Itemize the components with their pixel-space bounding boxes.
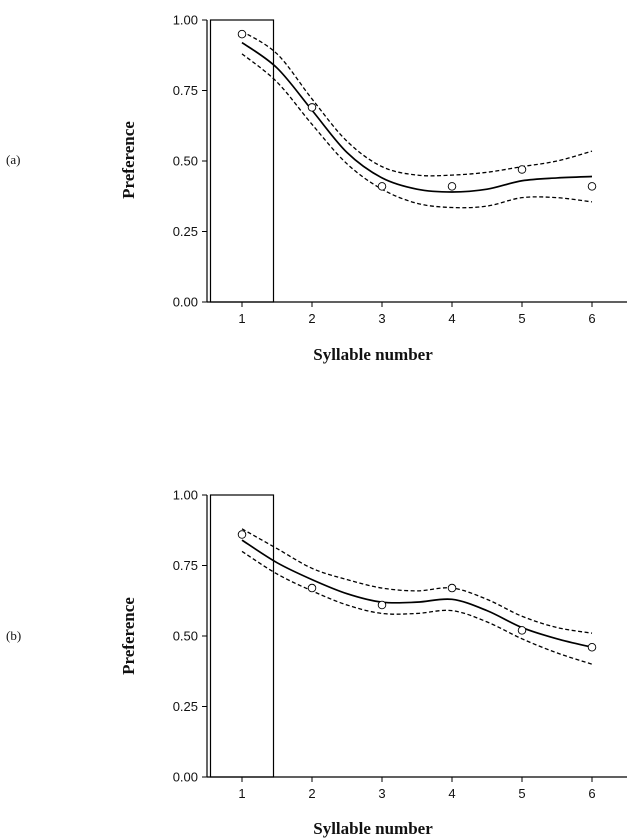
x-tick-label: 4 [448, 786, 455, 801]
data-point [237, 530, 247, 539]
x-tick-label: 6 [588, 786, 595, 801]
y-axis-title: Preference [119, 597, 138, 675]
x-tick-label: 6 [588, 311, 595, 326]
data-point [447, 583, 457, 593]
y-tick-label: 1.00 [173, 488, 198, 503]
panel-label: (b) [6, 628, 21, 643]
y-axis-title: Preference [119, 121, 138, 199]
y-tick-label: 0.50 [173, 629, 198, 644]
x-tick-label: 5 [518, 786, 525, 801]
confidence-lower-line [241, 550, 593, 665]
data-point [587, 182, 597, 191]
data-point [307, 103, 317, 112]
y-tick-label: 0.00 [173, 770, 198, 785]
highlight-bar [209, 494, 275, 778]
data-point [587, 643, 597, 652]
data-point [237, 29, 247, 39]
x-tick-label: 4 [448, 311, 455, 326]
panel-a: (a) Preference Syllable number 0.00 0.25 0… [6, 13, 627, 364]
fitted-curve-line [241, 539, 593, 649]
x-tick-label: 2 [308, 786, 315, 801]
x-axis-title: Syllable number [313, 819, 433, 838]
x-tick-label: 3 [378, 786, 385, 801]
x-axis-title: Syllable number [313, 345, 433, 364]
x-tick-label: 3 [378, 311, 385, 326]
y-tick-label: 1.00 [173, 13, 198, 28]
highlight-bar [209, 19, 275, 303]
y-tick-label: 0.50 [173, 154, 198, 169]
fitted-curve-line [241, 41, 593, 193]
x-tick-label: 2 [308, 311, 315, 326]
confidence-lower-line [241, 53, 593, 209]
x-tick-label: 1 [238, 311, 245, 326]
confidence-upper-line [241, 528, 593, 634]
data-point [517, 165, 527, 174]
data-point [517, 626, 527, 635]
data-point [307, 583, 317, 593]
x-tick-label: 5 [518, 311, 525, 326]
x-tick-label: 1 [238, 786, 245, 801]
panel-b: (b) Preference Syllable number 0.00 0.25 0… [6, 488, 627, 838]
y-tick-label: 0.75 [173, 83, 198, 98]
y-tick-label: 0.00 [173, 295, 198, 310]
y-tick-label: 0.25 [173, 224, 198, 239]
confidence-upper-line [241, 30, 593, 177]
y-tick-label: 0.25 [173, 699, 198, 714]
y-tick-label: 0.75 [173, 558, 198, 573]
data-point [377, 600, 387, 610]
data-point [377, 182, 387, 191]
data-point [447, 182, 457, 191]
panel-label: (a) [6, 152, 20, 167]
